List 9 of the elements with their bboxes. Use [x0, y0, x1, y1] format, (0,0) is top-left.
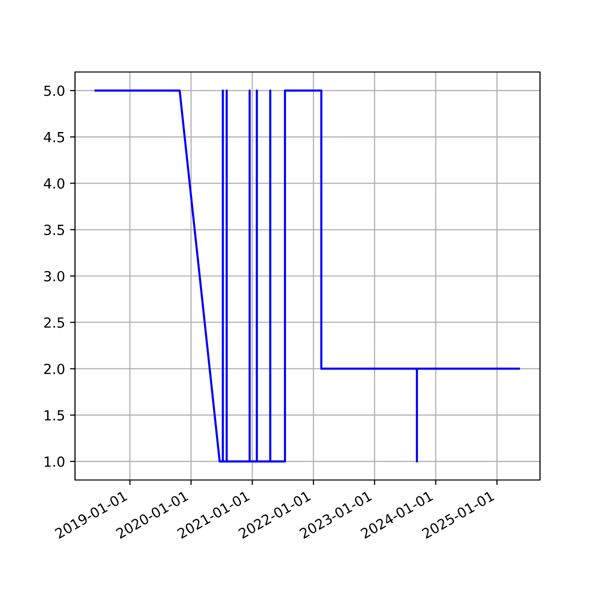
y-tick-label: 5.0: [44, 86, 64, 96]
y-tick-label: 1.5: [44, 410, 64, 421]
y-tick-label: 4.0: [44, 178, 64, 189]
y-tick-label: 1.0: [44, 456, 64, 467]
y-tick-label: 4.5: [44, 132, 64, 142]
y-tick-label: 2.0: [44, 364, 64, 374]
y-tick-label: 3.5: [44, 224, 64, 236]
y-tick-label: 2.5: [44, 317, 64, 328]
y-tick-label: 3.0: [44, 270, 64, 282]
